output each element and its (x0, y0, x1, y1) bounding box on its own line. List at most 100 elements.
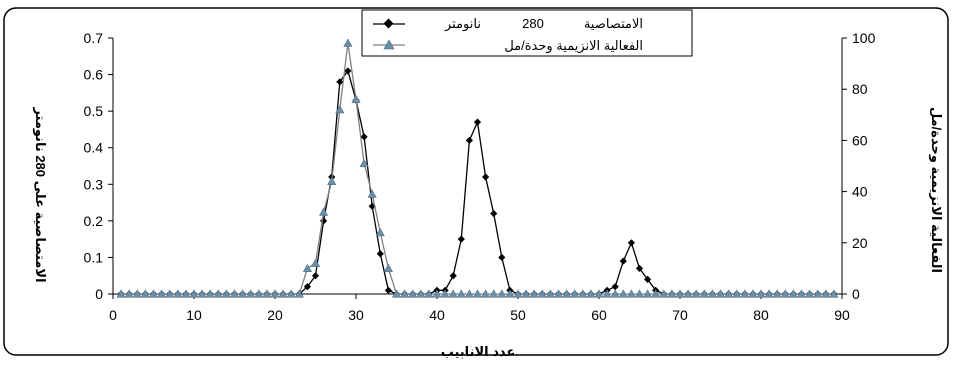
data-point-activity (148, 289, 159, 298)
y-left-tick-label: 0.7 (84, 30, 104, 46)
data-point-absorbance (457, 235, 465, 243)
data-point-activity (310, 258, 321, 267)
legend-label-activity: الفعالية الانزيمية وحدة/مل (504, 38, 643, 54)
x-tick-label: 80 (753, 307, 769, 323)
data-point-activity (286, 289, 296, 298)
legend-label-absorbance: الامتصاصية (584, 16, 643, 31)
data-point-activity (156, 289, 167, 298)
data-point-activity (456, 289, 466, 298)
data-point-absorbance (490, 209, 498, 218)
data-point-absorbance (311, 272, 320, 280)
data-point-absorbance (303, 283, 311, 291)
y-right-tick-label: 60 (852, 132, 868, 148)
y-right-tick-label: 0 (852, 286, 860, 302)
data-point-activity (229, 289, 240, 298)
y-left-tick-label: 0.3 (84, 176, 104, 192)
data-point-activity (424, 289, 434, 298)
data-point-activity (497, 289, 507, 298)
data-point-activity (408, 289, 418, 298)
data-point-activity (262, 289, 272, 298)
data-point-activity (642, 289, 653, 298)
data-point-activity (399, 289, 410, 298)
y-right-axis-title: الفعالية الانزيمية وحدة/مل (929, 107, 944, 273)
data-point-activity (821, 289, 831, 298)
data-point-activity (367, 189, 377, 198)
data-point-activity (756, 289, 766, 298)
data-point-activity (278, 289, 288, 298)
data-point-activity (618, 289, 628, 298)
data-point-activity (715, 289, 726, 298)
data-point-activity (440, 289, 450, 298)
data-point-activity (132, 289, 142, 298)
data-point-activity (578, 289, 588, 298)
chart-frame (3, 7, 949, 356)
data-point-activity (545, 289, 556, 298)
data-point-absorbance (611, 283, 619, 291)
data-point-activity (343, 38, 353, 47)
data-point-activity (480, 289, 491, 298)
data-point-activity (561, 289, 572, 298)
y-left-tick-label: 0.4 (84, 140, 104, 156)
y-right-tick-label: 40 (852, 184, 868, 200)
data-point-activity (116, 289, 126, 298)
data-point-activity (448, 289, 458, 298)
data-point-activity (634, 289, 645, 298)
legend-label-absorbance-wavelength: 280 (522, 16, 544, 31)
data-point-activity (140, 289, 151, 298)
y-left-tick-label: 0.2 (84, 213, 104, 229)
data-point-activity (699, 289, 709, 298)
data-point-activity (375, 227, 385, 237)
x-tick-label: 60 (591, 307, 607, 323)
data-point-activity (610, 289, 620, 298)
y-right-tick-label: 100 (852, 30, 876, 46)
data-point-activity (302, 263, 313, 273)
x-tick-label: 90 (834, 307, 850, 323)
data-point-activity (513, 289, 523, 298)
x-tick-label: 70 (672, 307, 688, 323)
y-right-tick-label: 20 (852, 235, 868, 251)
data-point-activity (464, 289, 475, 298)
y-left-tick-label: 0.5 (84, 103, 104, 119)
data-point-activity (351, 94, 361, 104)
data-point-absorbance (644, 275, 652, 283)
data-point-activity (505, 289, 515, 298)
data-point-absorbance (498, 253, 506, 262)
data-point-activity (529, 289, 539, 298)
data-point-activity (594, 289, 604, 298)
data-point-absorbance (344, 67, 352, 75)
data-point-absorbance (635, 264, 644, 272)
data-point-activity (804, 289, 815, 298)
data-point-activity (181, 289, 191, 298)
data-point-activity (335, 104, 345, 114)
legend: نانومتر 280 الامتصاصية الفعالية الانزيمي… (361, 9, 693, 57)
x-tick-label: 30 (348, 307, 364, 323)
data-point-activity (521, 289, 531, 298)
data-point-absorbance (482, 173, 490, 181)
data-point-activity (197, 289, 207, 298)
data-point-absorbance (376, 250, 384, 258)
data-point-activity (489, 289, 499, 298)
data-point-absorbance (336, 78, 344, 86)
x-tick-label: 10 (186, 307, 202, 323)
y-left-tick-label: 0.6 (84, 67, 104, 83)
data-point-activity (205, 289, 215, 298)
axes: 0 10 20 30 40 50 60 70 80 9000.10.20.30.40.50.60.… (84, 30, 876, 323)
data-point-activity (537, 289, 547, 298)
y-right-tick-label: 80 (852, 81, 868, 97)
data-point-activity (359, 158, 369, 168)
data-point-activity (780, 289, 790, 298)
data-point-absorbance (320, 217, 328, 225)
y-left-tick-label: 0 (95, 286, 103, 302)
x-tick-label: 20 (267, 307, 283, 323)
data-point-activity (651, 289, 661, 298)
data-point-activity (723, 289, 734, 298)
data-point-absorbance (360, 133, 368, 141)
data-point-activity (246, 289, 256, 298)
data-point-absorbance (465, 136, 473, 144)
y-left-tick-label: 0.1 (84, 249, 104, 265)
series-layer (116, 38, 839, 298)
data-point-activity (813, 289, 823, 298)
data-point-activity (327, 176, 337, 185)
data-point-activity (707, 289, 718, 298)
